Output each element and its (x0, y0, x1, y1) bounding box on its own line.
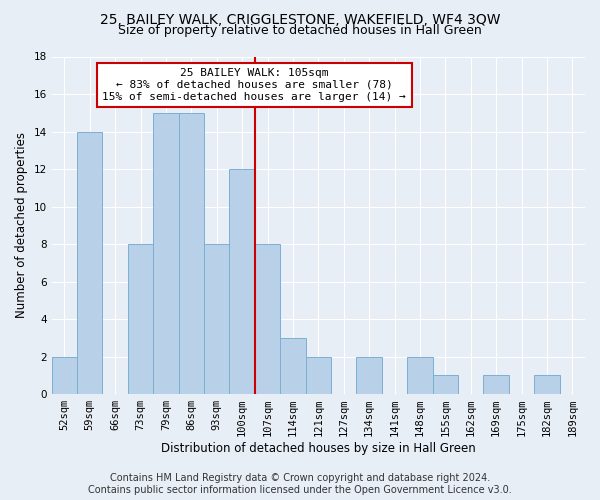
Bar (484, 376, 509, 394)
Bar (153, 113, 179, 394)
X-axis label: Distribution of detached houses by size in Hall Green: Distribution of detached houses by size … (161, 442, 476, 455)
Bar (534, 376, 560, 394)
Text: 25 BAILEY WALK: 105sqm
← 83% of detached houses are smaller (78)
15% of semi-det: 25 BAILEY WALK: 105sqm ← 83% of detached… (103, 68, 406, 102)
Y-axis label: Number of detached properties: Number of detached properties (15, 132, 28, 318)
Bar (179, 113, 204, 394)
Text: Contains HM Land Registry data © Crown copyright and database right 2024.
Contai: Contains HM Land Registry data © Crown c… (88, 474, 512, 495)
Bar (204, 244, 229, 394)
Bar (280, 338, 305, 394)
Bar (128, 244, 153, 394)
Bar (52, 356, 77, 394)
Bar (255, 244, 280, 394)
Bar (305, 356, 331, 394)
Text: Size of property relative to detached houses in Hall Green: Size of property relative to detached ho… (118, 24, 482, 37)
Bar (77, 132, 103, 394)
Text: 25, BAILEY WALK, CRIGGLESTONE, WAKEFIELD, WF4 3QW: 25, BAILEY WALK, CRIGGLESTONE, WAKEFIELD… (100, 12, 500, 26)
Bar (356, 356, 382, 394)
Bar (229, 169, 255, 394)
Bar (407, 356, 433, 394)
Bar (433, 376, 458, 394)
